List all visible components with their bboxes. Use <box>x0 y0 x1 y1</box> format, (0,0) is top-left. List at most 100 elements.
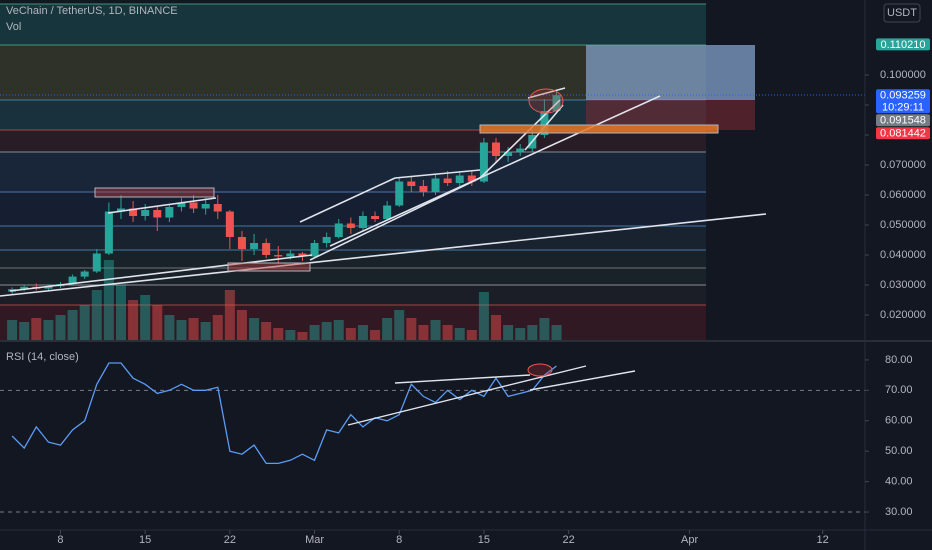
volume-bar <box>152 305 163 340</box>
volume-bar <box>128 300 139 340</box>
candle-body <box>540 111 549 136</box>
volume-bar <box>224 290 235 340</box>
y-tick-label: 0.040000 <box>880 249 926 261</box>
volume-bar <box>527 325 538 340</box>
volume-bar <box>188 318 199 340</box>
y-tick-label: 0.050000 <box>880 219 926 231</box>
x-tick-label: Apr <box>681 534 698 546</box>
trend-line <box>107 197 217 214</box>
volume-bar <box>454 328 465 340</box>
series <box>0 90 865 513</box>
candle-body <box>479 142 488 182</box>
volume-bar <box>19 322 30 340</box>
zone <box>0 4 706 45</box>
annotations <box>0 87 767 426</box>
zone-box <box>479 124 719 134</box>
x-tick-label: 15 <box>478 534 490 546</box>
y-tick-label: 0.030000 <box>880 279 926 291</box>
candle-body <box>225 211 234 238</box>
x-tick-label: 12 <box>817 534 829 546</box>
y-tick-label: 70.00 <box>885 384 913 396</box>
price-tag-label: 0.091548 <box>880 115 926 127</box>
candle-body <box>467 175 476 182</box>
volume-bar <box>91 290 102 340</box>
price-tag-label: 0.081442 <box>880 128 926 140</box>
candle-body <box>274 255 283 257</box>
volume-bar <box>297 332 308 340</box>
candle-body <box>44 286 53 289</box>
candle-body <box>431 178 440 193</box>
y-tick-label: 80.00 <box>885 354 913 366</box>
volume-label: Vol <box>6 21 21 33</box>
volume-bar <box>466 330 477 340</box>
candle-body <box>177 202 186 208</box>
candle-body <box>455 175 464 184</box>
volume-bar <box>418 325 429 340</box>
price-tag <box>876 114 930 127</box>
symbol-title: VeChain / TetherUS, 1D, BINANCE <box>6 5 178 17</box>
trend-line <box>329 95 661 247</box>
volume-bar <box>551 325 562 340</box>
volume-bar <box>212 315 223 340</box>
candle-body <box>383 205 392 220</box>
volume-bar <box>309 325 320 340</box>
y-tick-label: 60.00 <box>885 415 913 427</box>
candle-body <box>141 210 150 217</box>
zone-box <box>227 262 311 272</box>
volume-bar <box>236 310 247 340</box>
y-tick-label: 0.100000 <box>880 69 926 81</box>
zone-box <box>94 187 215 198</box>
rsi-line <box>11 362 557 465</box>
candle-body <box>68 276 77 285</box>
volume-bar <box>43 320 54 340</box>
zone <box>0 285 706 305</box>
candle-body <box>395 181 404 206</box>
candle-body <box>104 211 113 254</box>
candle-body <box>20 286 29 290</box>
volume-bar <box>333 320 344 340</box>
price-tag-label: 0.110210 <box>880 39 925 51</box>
volume-bar <box>442 325 453 340</box>
labels: 0.020000 0.030000 0.040000 0.050000 0.060000… <box>57 38 930 546</box>
candle-body <box>310 243 319 257</box>
volume-bar <box>285 330 296 340</box>
y-tick-label: 40.00 <box>885 476 913 488</box>
candle-body <box>129 208 138 217</box>
highlight <box>527 363 553 377</box>
volume-bar <box>345 328 356 340</box>
candle-body <box>116 208 125 212</box>
volume-bar <box>67 310 78 340</box>
volume-bar <box>478 292 489 340</box>
y-tick-label: 30.00 <box>885 506 913 518</box>
candle-body <box>250 243 259 250</box>
candle-body <box>346 223 355 229</box>
volume-bar <box>115 285 126 340</box>
x-tick-label: 22 <box>562 534 574 546</box>
trend-line <box>394 169 481 179</box>
volume-bar <box>200 322 211 340</box>
candle-body <box>407 181 416 187</box>
trend-line <box>527 87 566 99</box>
price-tag <box>876 127 930 140</box>
candle-body <box>443 178 452 184</box>
currency: USDT <box>887 7 917 19</box>
volume-bar <box>176 320 187 340</box>
volume-bar <box>55 315 66 340</box>
candle-body <box>92 253 101 272</box>
volume-bar <box>357 325 368 340</box>
volume-bar <box>273 328 284 340</box>
volume-bar <box>7 320 18 340</box>
volume-bar <box>249 318 260 340</box>
candle-body <box>419 186 428 193</box>
candle-body <box>371 216 380 220</box>
y-tick-label: 50.00 <box>885 445 913 457</box>
candle-body <box>298 253 307 257</box>
candle-body <box>492 142 501 157</box>
candle-body <box>165 207 174 218</box>
x-tick-label: 8 <box>396 534 402 546</box>
zone <box>0 152 706 192</box>
candle-body <box>334 223 343 238</box>
x-tick-label: 15 <box>139 534 151 546</box>
candle-body <box>262 243 271 256</box>
